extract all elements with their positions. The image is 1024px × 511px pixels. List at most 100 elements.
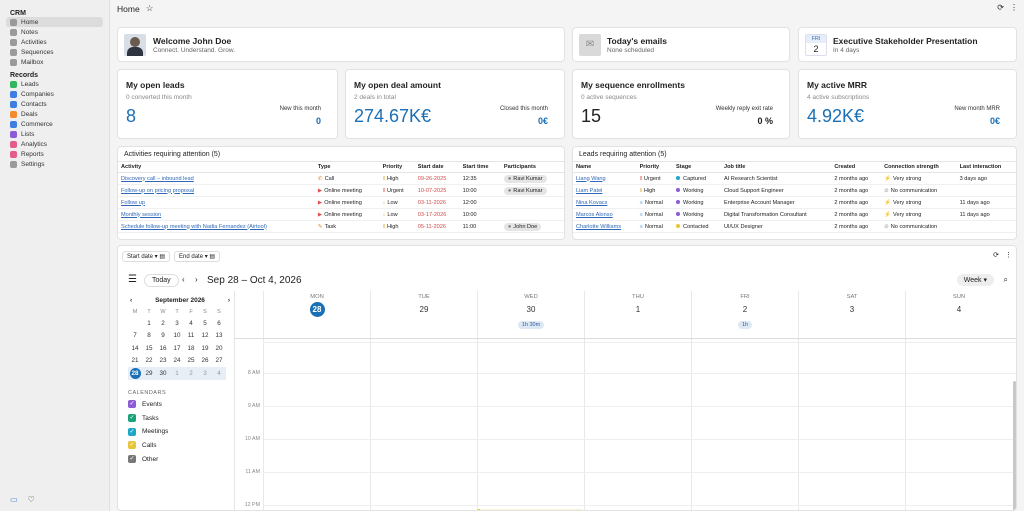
mini-day[interactable]: 18 [184, 342, 198, 355]
participant-chip[interactable]: ● Ravi Kumar [503, 174, 547, 183]
activity-link[interactable]: Follow up [121, 199, 145, 206]
lead-name-link[interactable]: Liam Patel [576, 187, 603, 194]
sidebar-item-companies[interactable]: Companies [6, 89, 103, 99]
mini-day[interactable]: 16 [156, 342, 170, 355]
sidebar-item-commerce[interactable]: Commerce [6, 119, 103, 129]
checkbox-icon[interactable]: ✓ [128, 455, 136, 464]
calendar-toggle-events[interactable]: ✓ Events [128, 398, 232, 412]
day-column[interactable]: FRI 2 1h [691, 291, 798, 510]
metric-card[interactable]: My open deal amount 2 deals in total 274.6… [345, 69, 565, 139]
refresh-icon[interactable]: ⟳ [997, 3, 1004, 12]
calendar-more-icon[interactable]: ⋮ [1005, 252, 1012, 259]
table-row[interactable]: Charlotte Williams ≡ Normal Contacted UI/UX … [573, 220, 1016, 233]
mini-day[interactable]: 2 [156, 317, 170, 330]
table-row[interactable]: Liang Wang ‖ Urgent Captured AI Research Sci… [573, 172, 1016, 185]
checkbox-icon[interactable]: ✓ [128, 441, 136, 450]
day-number[interactable]: 29 [419, 305, 429, 314]
mini-day[interactable]: 1 [170, 367, 184, 380]
mini-day[interactable]: 3 [198, 367, 212, 380]
event-card[interactable]: FRI 2 Executive Stakeholder Presentation… [798, 27, 1017, 62]
sidebar-item-mailbox[interactable]: Mailbox [6, 57, 103, 67]
scrollbar[interactable] [1013, 381, 1016, 510]
table-row[interactable]: Nina Kovacs ≡ Normal Working Enterprise Acco… [573, 196, 1016, 209]
calendar-toggle-other[interactable]: ✓ Other [128, 452, 232, 466]
table-row[interactable]: Marcos Alonso ≡ Normal Working Digital Trans… [573, 208, 1016, 221]
duration-badge[interactable]: 1h 30m [517, 321, 545, 329]
table-row[interactable]: Monthly session ▶ Online meeting ↓ Low 03-17-… [118, 208, 564, 221]
sidebar-item-activities[interactable]: Activities [6, 37, 103, 47]
activity-link[interactable]: Follow-up on pricing proposal [121, 187, 195, 194]
lead-name-link[interactable]: Nina Kovacs [576, 199, 608, 206]
sidebar-item-sequences[interactable]: Sequences [6, 47, 103, 57]
mini-day[interactable]: 24 [170, 355, 184, 368]
checkbox-icon[interactable]: ✓ [128, 400, 136, 409]
mini-day[interactable]: 13 [212, 330, 226, 343]
mini-day[interactable]: 17 [170, 342, 184, 355]
today-button[interactable]: Today [144, 274, 179, 287]
folder-icon[interactable]: ▭ [10, 495, 18, 504]
mini-day[interactable]: 6 [212, 317, 226, 330]
table-row[interactable]: Discovery call – inbound lead ✆ Call ‖ High 0… [118, 172, 564, 185]
activity-link[interactable]: Discovery call – inbound lead [121, 175, 194, 182]
checkbox-icon[interactable]: ✓ [128, 427, 136, 436]
mini-day[interactable]: 27 [212, 355, 226, 368]
sidebar-item-analytics[interactable]: Analytics [6, 139, 103, 149]
day-number[interactable]: 28 [309, 302, 325, 317]
view-select[interactable]: Week ▾ [956, 274, 994, 286]
mini-day[interactable]: 7 [128, 330, 142, 343]
mini-day[interactable]: 3 [170, 317, 184, 330]
mini-day[interactable]: 10 [170, 330, 184, 343]
mini-day[interactable]: 19 [198, 342, 212, 355]
day-number[interactable]: 2 [742, 305, 748, 314]
mini-day[interactable]: 9 [156, 330, 170, 343]
star-icon[interactable]: ☆ [145, 3, 154, 13]
mini-day[interactable]: 28 [128, 367, 142, 380]
table-row[interactable]: Follow up ▶ Online meeting ↓ Low 03-11-2026 12… [118, 196, 564, 209]
calendar-event[interactable]: ◷12:00 – 13:30 Product demo for [478, 509, 582, 510]
activity-link[interactable]: Schedule follow-up meeting with Nadia Fe… [121, 223, 267, 230]
mini-prev-icon[interactable]: ‹ [130, 297, 133, 304]
day-column[interactable]: MON 28 [263, 291, 370, 510]
participant-chip[interactable]: ● John Doe [503, 222, 542, 231]
calendar-toggle-meetings[interactable]: ✓ Meetings [128, 425, 232, 439]
day-number[interactable]: 1 [635, 305, 641, 314]
mini-day[interactable]: 5 [198, 317, 212, 330]
table-row[interactable]: Schedule follow-up meeting with Nadia Fe… [118, 220, 564, 233]
next-week-icon[interactable]: › [195, 275, 198, 284]
day-column[interactable]: WED 30 1h 30m [477, 291, 584, 510]
more-icon[interactable]: ⋮ [1010, 3, 1018, 12]
mini-day[interactable]: 4 [212, 367, 226, 380]
mini-day[interactable]: 8 [142, 330, 156, 343]
checkbox-icon[interactable]: ✓ [128, 414, 136, 423]
participant-chip[interactable]: ● Ravi Kumar [503, 186, 547, 195]
mini-day[interactable]: 26 [198, 355, 212, 368]
sidebar-item-lists[interactable]: Lists [6, 129, 103, 139]
day-number[interactable]: 3 [849, 305, 855, 314]
metric-card[interactable]: My open leads 0 converted this month 8 New … [117, 69, 338, 139]
mini-day[interactable]: 22 [142, 355, 156, 368]
mini-day[interactable]: 1 [142, 317, 156, 330]
lead-name-link[interactable]: Charlotte Williams [576, 223, 622, 230]
mini-day[interactable]: 21 [128, 355, 142, 368]
mini-day[interactable]: 12 [198, 330, 212, 343]
sidebar-item-home[interactable]: Home [6, 17, 103, 27]
sidebar-item-settings[interactable]: Settings [6, 159, 103, 169]
day-column[interactable]: SUN 4 [905, 291, 1012, 510]
calendar-toggle-tasks[interactable]: ✓ Tasks [128, 411, 232, 425]
mini-day[interactable]: 14 [128, 342, 142, 355]
sidebar-item-contacts[interactable]: Contacts [6, 99, 103, 109]
mini-day[interactable]: 20 [212, 342, 226, 355]
day-column[interactable]: TUE 29 [370, 291, 477, 510]
end-date-filter[interactable]: End date ▾ ▤ [174, 251, 221, 262]
mini-next-icon[interactable]: › [227, 297, 230, 304]
table-row[interactable]: Liam Patel ‖ High Working Cloud Support Engi… [573, 184, 1016, 197]
mini-day[interactable]: 11 [184, 330, 198, 343]
search-icon[interactable]: ⌕ [1003, 275, 1008, 284]
sidebar-item-notes[interactable]: Notes [6, 27, 103, 37]
mini-day[interactable]: 2 [184, 367, 198, 380]
lead-name-link[interactable]: Marcos Alonso [576, 211, 613, 218]
mini-day[interactable]: 15 [142, 342, 156, 355]
calendar-toggle-calls[interactable]: ✓ Calls [128, 439, 232, 453]
mini-day[interactable]: 4 [184, 317, 198, 330]
start-date-filter[interactable]: Start date ▾ ▤ [122, 251, 171, 262]
